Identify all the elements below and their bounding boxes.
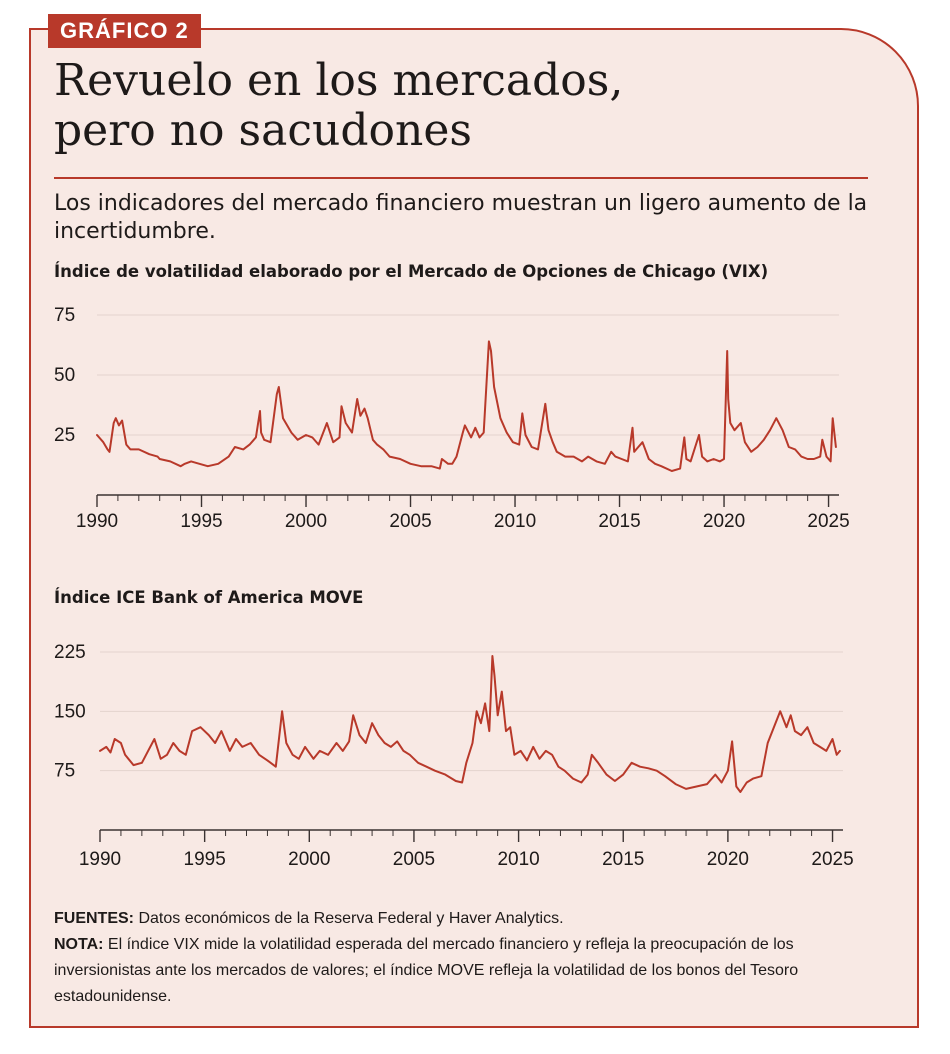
title-divider bbox=[54, 177, 868, 179]
move-y-tick-label: 75 bbox=[54, 761, 75, 782]
move-series-line bbox=[99, 655, 841, 793]
page-title: Revuelo en los mercados, pero no sacudon… bbox=[54, 56, 874, 156]
vix-chart-title: Índice de volatilidad elaborado por el M… bbox=[54, 262, 769, 281]
vix-x-tick-label: 2005 bbox=[389, 511, 431, 532]
vix-x-tick-label: 2010 bbox=[494, 511, 536, 532]
vix-x-tick-label: 2000 bbox=[285, 511, 327, 532]
move-x-tick-label: 2010 bbox=[497, 849, 539, 870]
vix-y-tick-label: 75 bbox=[54, 305, 75, 326]
move-x-tick-label: 2025 bbox=[811, 849, 853, 870]
figure-badge: GRÁFICO 2 bbox=[48, 14, 201, 48]
vix-x-tick-label: 1995 bbox=[180, 511, 222, 532]
move-x-tick-label: 2020 bbox=[707, 849, 749, 870]
move-x-tick-label: 1990 bbox=[79, 849, 121, 870]
note-text: El índice VIX mide la volatilidad espera… bbox=[54, 936, 799, 1005]
vix-series-line bbox=[96, 340, 837, 472]
move-x-tick-label: 2015 bbox=[602, 849, 644, 870]
subtitle: Los indicadores del mercado financiero m… bbox=[54, 191, 868, 244]
move-y-tick-label: 150 bbox=[54, 701, 86, 722]
move-chart-title: Índice ICE Bank of America MOVE bbox=[54, 588, 364, 607]
sources-note: FUENTES: Datos económicos de la Reserva … bbox=[54, 906, 884, 932]
title-line-2: pero no sacudones bbox=[54, 105, 472, 156]
vix-x-tick-label: 2025 bbox=[807, 511, 849, 532]
vix-y-tick-label: 50 bbox=[54, 365, 75, 386]
move-x-tick-label: 1995 bbox=[184, 849, 226, 870]
methodology-note: NOTA: El índice VIX mide la volatilidad … bbox=[54, 932, 884, 1010]
vix-x-tick-label: 1990 bbox=[76, 511, 118, 532]
vix-x-tick-label: 2020 bbox=[703, 511, 745, 532]
move-x-tick-label: 2005 bbox=[393, 849, 435, 870]
note-label: NOTA: bbox=[54, 936, 104, 953]
vix-x-tick-label: 2015 bbox=[598, 511, 640, 532]
vix-y-tick-label: 25 bbox=[54, 425, 75, 446]
chart-frame bbox=[29, 28, 919, 1028]
move-y-tick-label: 225 bbox=[54, 642, 86, 663]
sources-text: Datos económicos de la Reserva Federal y… bbox=[134, 910, 564, 927]
vix-chart: 25 50 75 1990 1995 2000 2005 2010 2015 2020 2025 bbox=[54, 305, 850, 532]
sources-label: FUENTES: bbox=[54, 910, 134, 927]
move-chart: 75 150 225 1990 1995 2000 2005 2010 2015 2020 2025 bbox=[54, 642, 854, 870]
move-x-tick-label: 2000 bbox=[288, 849, 330, 870]
title-line-1: Revuelo en los mercados, bbox=[54, 55, 624, 106]
footnotes: FUENTES: Datos económicos de la Reserva … bbox=[54, 906, 884, 1010]
